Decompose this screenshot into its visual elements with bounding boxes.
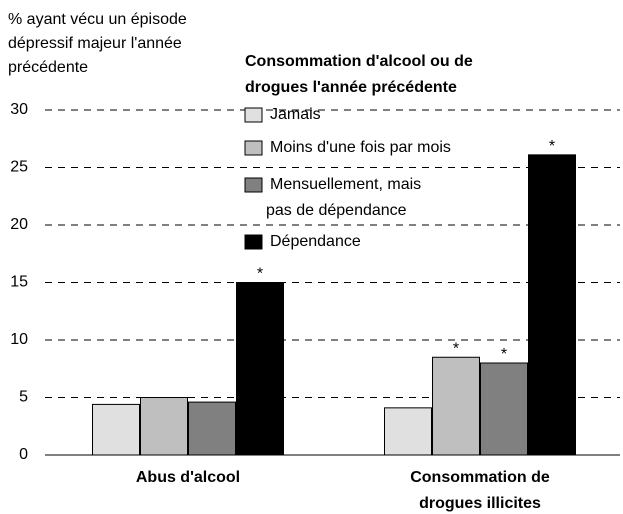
bar [528, 154, 576, 456]
legend-label: Dépendance [270, 233, 361, 250]
legend-swatch [244, 234, 263, 250]
y-tick-label: 15 [10, 274, 28, 291]
y-tick-label: 5 [19, 389, 28, 406]
annotation: * [257, 266, 263, 283]
legend-label: Mensuellement, mais pas de dépendance [266, 176, 421, 219]
x-tick-label: Consommation de drogues illicites [410, 469, 550, 512]
annotation: * [501, 346, 507, 363]
bar [236, 282, 284, 456]
bar [480, 362, 528, 456]
bar [432, 356, 480, 456]
bar [188, 401, 236, 456]
bar [140, 397, 188, 456]
legend-swatch [244, 140, 263, 156]
x-tick-label: Abus d'alcool [136, 469, 240, 486]
legend-swatch [244, 107, 263, 123]
y-tick-label: 30 [10, 101, 28, 118]
annotation: * [549, 138, 555, 155]
y-tick-label: 20 [10, 216, 28, 233]
bar [92, 403, 140, 456]
bar [384, 407, 432, 456]
y-tick-label: 10 [10, 331, 28, 348]
y-tick-label: 25 [10, 159, 28, 176]
y-tick-label: 0 [19, 446, 28, 463]
y-axis-label: % ayant vécu un épisode dépressif majeur … [8, 11, 187, 76]
legend-swatch [244, 177, 263, 193]
legend-label: Jamais [270, 106, 321, 123]
legend-title: Consommation d'alcool ou de drogues l'ann… [245, 53, 473, 96]
annotation: * [453, 340, 459, 357]
legend-label: Moins d'une fois par mois [270, 139, 451, 156]
